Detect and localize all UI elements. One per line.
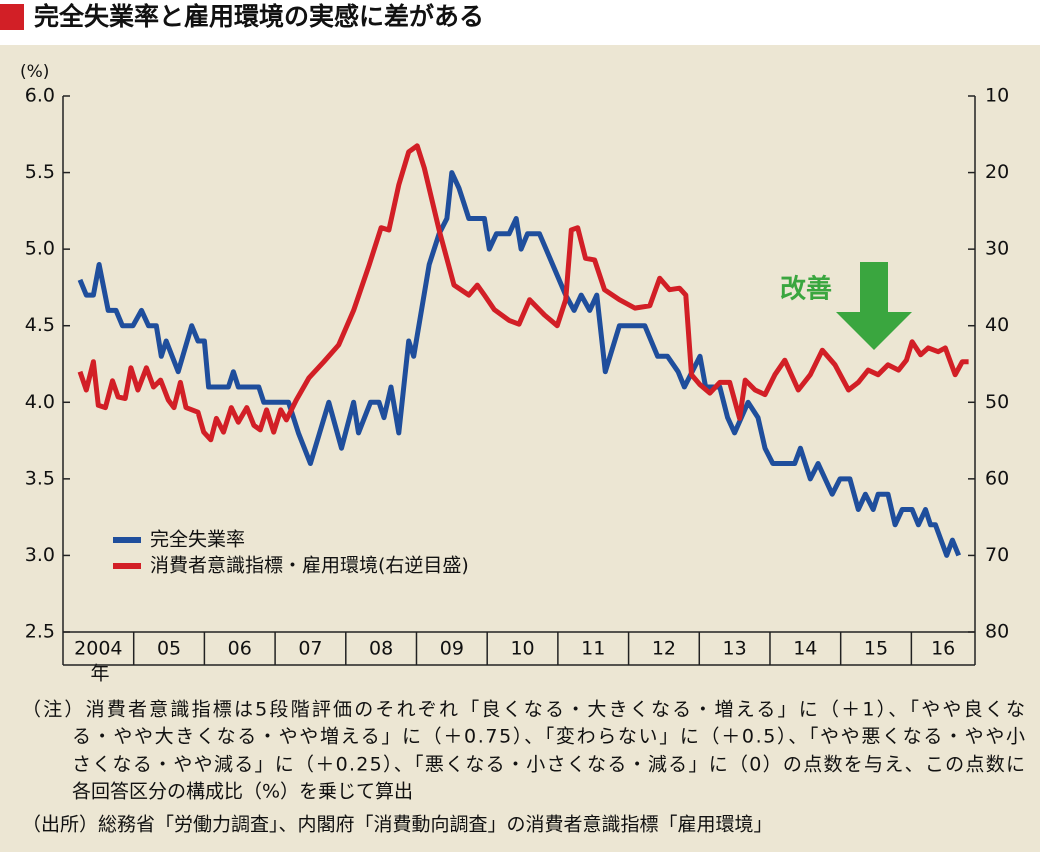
x-tick-label: 11 bbox=[581, 638, 605, 660]
y2-tick-label: 20 bbox=[985, 161, 1009, 183]
data-line bbox=[77, 143, 969, 443]
note-line: 各回答区分の構成比（%）を乗じて算出 bbox=[72, 781, 413, 803]
x-tick-label: 13 bbox=[723, 638, 747, 660]
title-marker bbox=[0, 4, 24, 30]
y-tick-label: 4.5 bbox=[25, 314, 55, 336]
title-bar bbox=[0, 0, 1040, 45]
y2-tick-label: 60 bbox=[985, 467, 1009, 489]
x-tick-label: 12 bbox=[652, 638, 676, 660]
y-tick-label: 5.0 bbox=[25, 238, 55, 260]
x-tick-label: 09 bbox=[440, 638, 464, 660]
title: 完全失業率と雇用環境の実感に差がある bbox=[34, 2, 484, 31]
x-tick-label: 10 bbox=[510, 638, 534, 660]
y-tick-label: 6.0 bbox=[25, 85, 55, 107]
x-unit: 年 bbox=[90, 663, 109, 685]
y-unit: (%) bbox=[20, 62, 49, 82]
y2-tick-label: 10 bbox=[985, 85, 1009, 107]
x-tick-label: 2004 bbox=[74, 638, 122, 660]
y-tick-label: 4.0 bbox=[25, 391, 55, 413]
x-tick-label: 15 bbox=[864, 638, 888, 660]
legend-label: 消費者意識指標・雇用環境(右逆目盛) bbox=[150, 555, 469, 577]
x-tick-label: 08 bbox=[369, 638, 393, 660]
note-line: （注）消費者意識指標は5段階評価のそれぞれ「良くなる・大きくなる・増える」に（＋… bbox=[22, 699, 1025, 721]
y-tick-label: 3.5 bbox=[25, 467, 55, 489]
note-line: る・やや大きくなる・やや増える」に（＋0.75）、「変わらない」に（＋0.5）、… bbox=[72, 726, 1025, 748]
y-tick-label: 2.5 bbox=[25, 621, 55, 643]
y2-tick-label: 80 bbox=[985, 621, 1009, 643]
x-tick-label: 14 bbox=[793, 638, 817, 660]
x-tick-label: 06 bbox=[228, 638, 252, 660]
y2-tick-label: 50 bbox=[985, 391, 1009, 413]
source: （出所）総務省「労働力調査」、内閣府「消費動向調査」の消費者意識指標「雇用環境」 bbox=[22, 814, 773, 836]
y-tick-label: 3.0 bbox=[25, 544, 55, 566]
y-tick-label: 5.5 bbox=[25, 161, 55, 183]
note-line: さくなる・やや減る」に（＋0.25）、「悪くなる・小さくなる・減る」に（0）の点… bbox=[72, 754, 1025, 776]
y2-tick-label: 40 bbox=[985, 314, 1009, 336]
y2-tick-label: 30 bbox=[985, 238, 1009, 260]
x-tick-label: 05 bbox=[157, 638, 181, 660]
x-tick-label: 07 bbox=[298, 638, 322, 660]
data-line bbox=[77, 170, 962, 558]
x-tick-label: 16 bbox=[931, 638, 955, 660]
arrow bbox=[836, 262, 912, 350]
y2-tick-label: 70 bbox=[985, 544, 1009, 566]
legend-label: 完全失業率 bbox=[150, 529, 245, 551]
annotation: 改善 bbox=[780, 274, 832, 305]
